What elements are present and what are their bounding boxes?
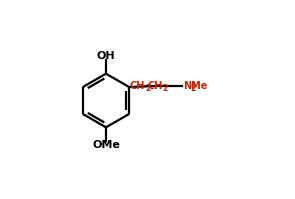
Text: CH: CH	[130, 81, 145, 91]
Text: NMe: NMe	[183, 81, 207, 91]
Text: 2: 2	[191, 84, 196, 93]
Text: 2: 2	[145, 84, 150, 93]
Text: OMe: OMe	[92, 140, 120, 150]
Text: OH: OH	[97, 51, 115, 61]
Text: 2: 2	[163, 84, 168, 93]
Text: CH: CH	[147, 81, 163, 91]
